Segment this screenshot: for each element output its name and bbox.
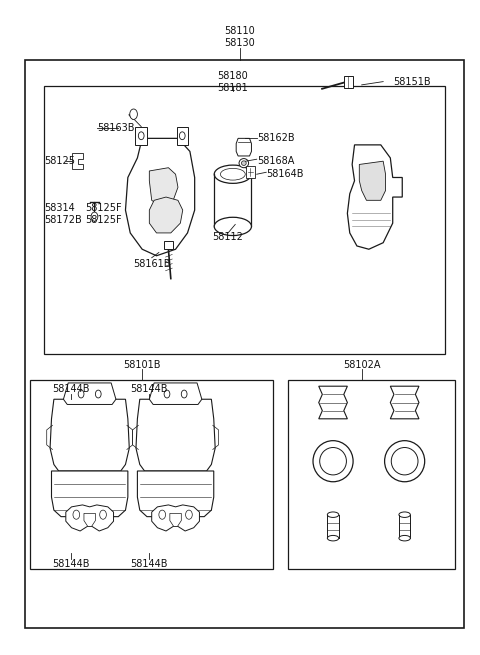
Text: 58168A: 58168A: [257, 156, 294, 166]
Ellipse shape: [327, 512, 339, 517]
Polygon shape: [348, 145, 402, 250]
Polygon shape: [149, 383, 202, 404]
Text: 58125: 58125: [44, 156, 75, 166]
Bar: [288, 380, 455, 569]
Text: 58172B: 58172B: [44, 215, 82, 225]
Polygon shape: [390, 386, 419, 419]
Text: 58144B: 58144B: [131, 559, 168, 569]
Ellipse shape: [384, 441, 425, 481]
Text: 58151B: 58151B: [393, 77, 431, 86]
Text: 58164B: 58164B: [266, 169, 304, 179]
Circle shape: [91, 212, 98, 221]
Text: 58112: 58112: [213, 233, 243, 242]
Text: 58102A: 58102A: [343, 360, 381, 369]
Polygon shape: [50, 400, 129, 471]
Circle shape: [180, 132, 185, 140]
Text: 58110
58130: 58110 58130: [225, 26, 255, 48]
Ellipse shape: [313, 441, 353, 481]
Text: 58163B: 58163B: [97, 123, 134, 133]
Bar: [164, 242, 173, 250]
Text: 58180
58181: 58180 58181: [217, 71, 248, 93]
Bar: [177, 126, 189, 145]
Circle shape: [100, 510, 107, 519]
Polygon shape: [319, 386, 348, 419]
Polygon shape: [246, 166, 255, 178]
Polygon shape: [344, 77, 353, 88]
Polygon shape: [84, 514, 96, 527]
Polygon shape: [149, 168, 178, 207]
Polygon shape: [152, 505, 199, 531]
Ellipse shape: [239, 159, 249, 168]
Polygon shape: [149, 197, 183, 233]
Ellipse shape: [399, 535, 410, 541]
Text: 58125F: 58125F: [85, 203, 121, 213]
Text: 58144B: 58144B: [131, 384, 168, 394]
Ellipse shape: [320, 447, 347, 475]
Polygon shape: [170, 514, 181, 527]
Circle shape: [181, 390, 187, 398]
Polygon shape: [360, 161, 385, 200]
Text: 58144B: 58144B: [52, 384, 89, 394]
Circle shape: [73, 510, 80, 519]
Text: 58162B: 58162B: [257, 134, 294, 143]
Ellipse shape: [214, 217, 252, 236]
Circle shape: [96, 390, 101, 398]
Bar: [44, 86, 445, 354]
Text: 58161B: 58161B: [133, 259, 170, 269]
Bar: [135, 126, 147, 145]
Polygon shape: [125, 138, 195, 255]
Ellipse shape: [214, 165, 252, 183]
Polygon shape: [63, 383, 116, 404]
Text: 58125F: 58125F: [85, 215, 121, 225]
Polygon shape: [236, 138, 252, 156]
Circle shape: [186, 510, 192, 519]
Text: 58101B: 58101B: [123, 360, 161, 369]
Ellipse shape: [399, 512, 410, 517]
Ellipse shape: [391, 447, 418, 475]
Ellipse shape: [327, 535, 339, 541]
Text: 58144B: 58144B: [52, 559, 89, 569]
Circle shape: [159, 510, 166, 519]
Text: 58314: 58314: [44, 203, 75, 213]
Bar: [30, 380, 274, 569]
Circle shape: [130, 109, 137, 119]
Circle shape: [78, 390, 84, 398]
Polygon shape: [51, 471, 128, 517]
Polygon shape: [66, 505, 114, 531]
Ellipse shape: [241, 161, 246, 166]
Polygon shape: [72, 153, 84, 169]
Circle shape: [164, 390, 170, 398]
Bar: [25, 60, 464, 627]
Polygon shape: [137, 471, 214, 517]
Polygon shape: [136, 400, 215, 471]
Circle shape: [138, 132, 144, 140]
